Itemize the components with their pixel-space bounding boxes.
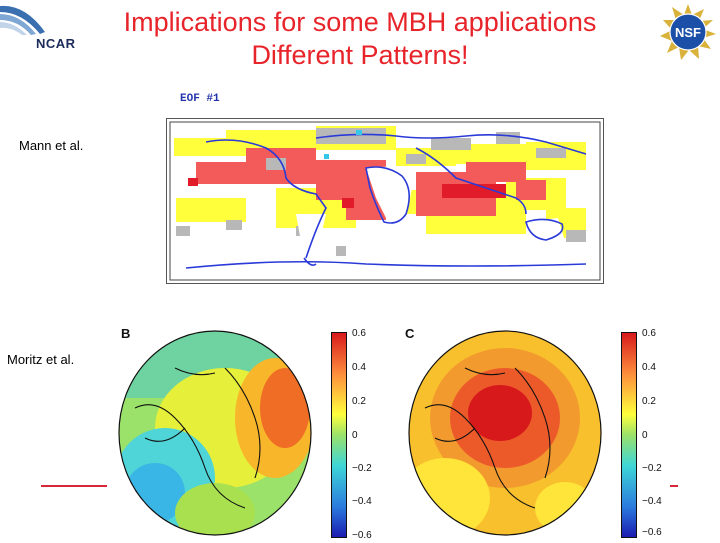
title-line-2: Different Patterns! <box>251 40 469 70</box>
colorbar-c-tick-2: 0.4 <box>642 362 656 373</box>
panel-c-letter: C <box>405 326 415 341</box>
colorbar-c-tick-6: −0.4 <box>642 496 662 507</box>
colorbar-b-tick-5: −0.2 <box>352 463 372 474</box>
mann-label: Mann et al. <box>19 138 84 153</box>
colorbar-c <box>621 332 637 543</box>
ncar-logo-text: NCAR <box>36 36 76 51</box>
divider-line-left <box>41 485 107 487</box>
colorbar-c-tick-5: −0.2 <box>642 463 662 474</box>
panel-b-letter: B <box>121 326 131 341</box>
ncar-swoosh-icon <box>0 5 45 35</box>
eof-world-map <box>165 117 605 285</box>
title-line-1: Implications for some MBH applications <box>123 7 597 37</box>
moritz-label: Moritz et al. <box>7 352 75 367</box>
colorbar-b-tick-6: −0.4 <box>352 496 372 507</box>
nsf-logo: NSF <box>659 3 717 61</box>
colorbar-b-tick-4: 0 <box>352 430 358 441</box>
polar-map-c <box>405 328 605 543</box>
slide-title: Implications for some MBH applications D… <box>100 6 620 72</box>
eof-label: EOF #1 <box>180 93 220 105</box>
colorbar-c-tick-4: 0 <box>642 430 648 441</box>
polar-map-b <box>115 328 315 543</box>
colorbar-c-tick-3: 0.2 <box>642 396 656 407</box>
colorbar-b <box>331 332 347 543</box>
colorbar-c-tick-1: 0.6 <box>642 328 656 339</box>
nsf-logo-text: NSF <box>675 25 701 40</box>
colorbar-b-tick-1: 0.6 <box>352 328 366 339</box>
ncar-logo: NCAR <box>0 0 100 60</box>
divider-line-right <box>670 485 678 487</box>
colorbar-b-tick-7: −0.6 <box>352 530 372 541</box>
colorbar-b-tick-3: 0.2 <box>352 396 366 407</box>
colorbar-c-tick-7: −0.6 <box>642 527 662 538</box>
colorbar-b-tick-2: 0.4 <box>352 362 366 373</box>
